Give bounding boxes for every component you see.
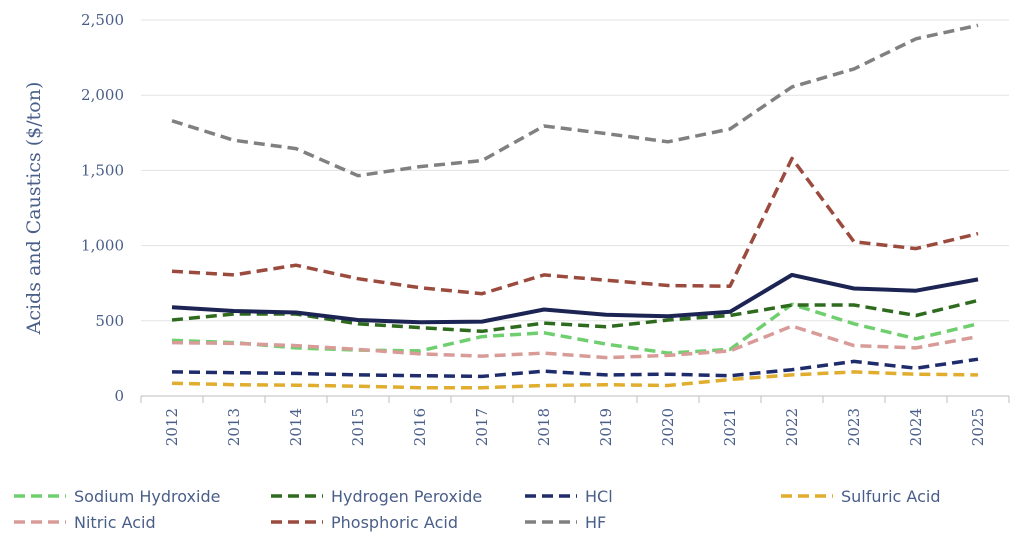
y-tick-label: 500 <box>95 312 124 330</box>
series-line-sulfuric-acid <box>171 370 979 390</box>
legend: Sodium Hydroxide Hydrogen Peroxide HCl Sulf… <box>14 487 940 532</box>
y-axis-title: Acids and Caustics ($/ton) <box>23 82 45 336</box>
y-tick-label: 1,500 <box>81 161 124 179</box>
legend-label: Nitric Acid <box>74 513 156 532</box>
x-tick-label: 2025 <box>969 408 987 446</box>
x-tick-label: 2021 <box>721 408 739 446</box>
x-tick-label: 2014 <box>287 408 305 446</box>
gridlines <box>141 19 1009 322</box>
legend-item: Nitric Acid <box>14 513 156 532</box>
x-tick-label: 2018 <box>535 408 553 446</box>
legend-label: Phosphoric Acid <box>331 513 458 532</box>
series-line-total <box>171 272 979 325</box>
series-line-hf <box>171 23 979 178</box>
x-tick-label: 2016 <box>411 408 429 446</box>
x-tick-label: 2019 <box>597 408 615 446</box>
legend-item: HF <box>525 513 606 532</box>
y-tick-label: 2,500 <box>81 11 124 29</box>
legend-item: Hydrogen Peroxide <box>271 487 482 506</box>
x-tick-label: 2020 <box>659 408 677 446</box>
legend-item: HCl <box>525 487 613 506</box>
x-tick-label: 2024 <box>907 408 925 446</box>
x-tick-label: 2023 <box>845 408 863 446</box>
x-tick-label: 2015 <box>349 408 367 446</box>
x-tick-label: 2013 <box>225 408 243 446</box>
legend-label: Hydrogen Peroxide <box>331 487 482 506</box>
legend-item: Phosphoric Acid <box>271 513 458 532</box>
series-line-nitric-acid <box>171 324 979 360</box>
x-axis-ticks: 2012 2013 2014 2015 2016 2017 2018 2019 2020 2021… <box>140 396 1010 446</box>
series-line-hcl <box>171 357 979 379</box>
series-line-hydrogen-peroxide <box>171 298 979 334</box>
series-lines <box>171 23 979 390</box>
y-tick-label: 1,000 <box>81 237 124 255</box>
x-tick-label: 2017 <box>473 408 491 446</box>
series-line-phosphoric-acid <box>171 156 979 296</box>
legend-label: Sulfuric Acid <box>841 487 940 506</box>
legend-label: HF <box>585 513 606 532</box>
y-tick-label: 0 <box>114 387 124 405</box>
legend-item: Sodium Hydroxide <box>14 487 220 506</box>
x-tick-label: 2012 <box>163 408 181 446</box>
y-tick-label: 2,000 <box>81 86 124 104</box>
legend-item: Sulfuric Acid <box>781 487 940 506</box>
legend-label: Sodium Hydroxide <box>74 487 220 506</box>
x-tick-label: 2022 <box>783 408 801 446</box>
y-axis-ticks: 0 500 1,000 1,500 2,000 2,500 <box>81 11 124 405</box>
legend-label: HCl <box>585 487 613 506</box>
